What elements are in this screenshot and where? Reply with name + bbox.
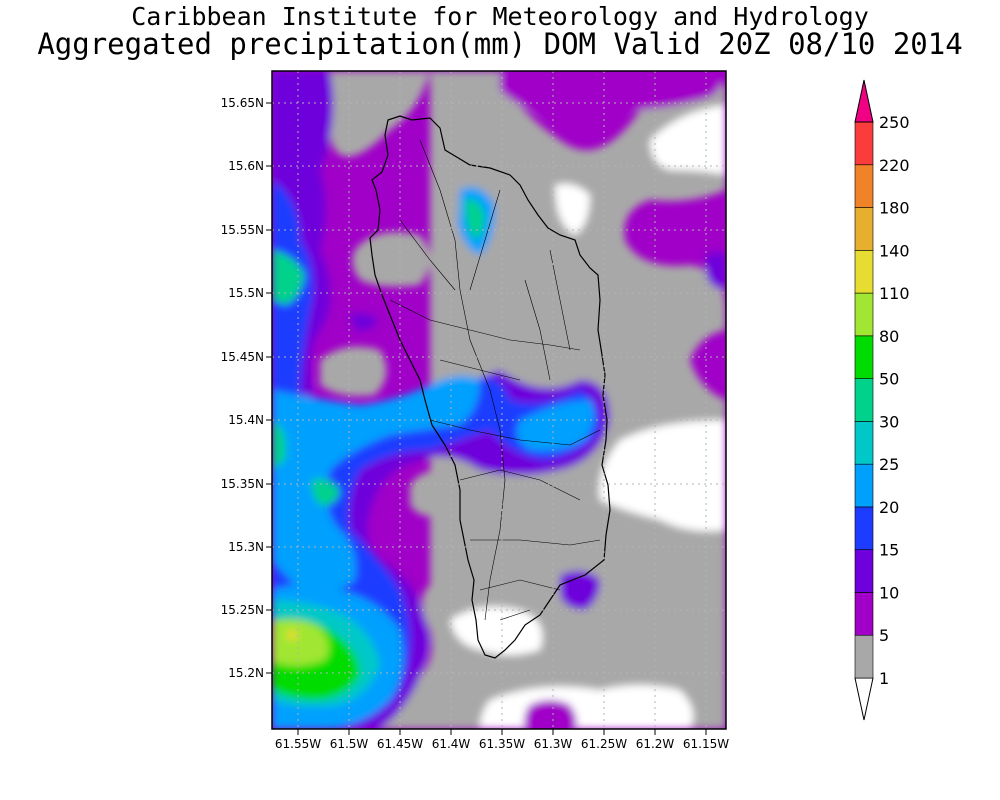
colorbar-label: 180: [879, 199, 910, 218]
chart-subtitle: Aggregated precipitation(mm) DOM Valid 2…: [37, 27, 963, 61]
colorbar-swatch: [854, 292, 874, 337]
lon-label: 61.3W: [534, 737, 573, 751]
lat-label: 15.2N: [228, 666, 264, 680]
colorbar-label: 250: [879, 113, 910, 132]
lat-label: 15.65N: [221, 96, 264, 110]
colorbar-label: 110: [879, 284, 910, 303]
chart-title: Caribbean Institute for Meteorology and …: [131, 2, 869, 31]
lon-label: 61.35W: [479, 737, 525, 751]
lon-labels: 61.55W 61.5W 61.45W 61.4W 61.35W 61.3W 6…: [275, 737, 729, 751]
precipitation-field: [272, 71, 726, 729]
colorbar-swatch: [854, 335, 874, 379]
colorbar-label: 5: [879, 626, 889, 645]
colorbar-label: 10: [879, 583, 899, 602]
colorbar-label: 20: [879, 498, 899, 517]
lat-label: 15.5N: [228, 286, 264, 300]
lat-label: 15.35N: [221, 477, 264, 491]
graticule: [272, 71, 726, 729]
colorbar-label: 50: [879, 370, 899, 389]
lon-ticks: [297, 729, 707, 735]
lat-ticks: [266, 102, 272, 674]
lon-label: 61.4W: [432, 737, 471, 751]
colorbar-swatch: [854, 634, 874, 679]
colorbar-top-triangle: [854, 79, 874, 123]
colorbar-label: 140: [879, 241, 910, 260]
colorbar-label: 80: [879, 327, 899, 346]
lon-label: 61.55W: [275, 737, 321, 751]
lat-label: 15.3N: [228, 540, 264, 554]
colorbar-label: 25: [879, 455, 899, 474]
colorbar-swatch: [854, 378, 874, 422]
lon-label: 61.15W: [683, 737, 729, 751]
lon-label: 61.2W: [636, 737, 675, 751]
lat-label: 15.4N: [228, 413, 264, 427]
lat-label: 15.6N: [228, 159, 264, 173]
map-frame: [271, 70, 727, 730]
colorbar-swatch: [854, 592, 874, 636]
lat-label: 15.55N: [221, 223, 264, 237]
lon-label: 61.5W: [330, 737, 369, 751]
lat-label: 15.25N: [221, 603, 264, 617]
colorbar-label: 220: [879, 156, 910, 175]
lon-label: 61.45W: [377, 737, 423, 751]
colorbar-bottom-triangle: [854, 677, 874, 721]
colorbar-label: 30: [879, 412, 899, 431]
colorbar-swatch: [854, 121, 874, 166]
island-outline: [369, 115, 611, 659]
colorbar-swatch: [854, 549, 874, 593]
lat-label: 15.45N: [221, 350, 264, 364]
colorbar-label: 15: [879, 541, 899, 560]
lon-label: 61.25W: [581, 737, 627, 751]
colorbar-swatch: [854, 506, 874, 550]
lat-labels: 15.65N 15.6N 15.55N 15.5N 15.45N 15.4N 1…: [221, 96, 264, 680]
colorbar-swatch: [854, 463, 874, 508]
colorbar-label: 1: [879, 669, 889, 688]
colorbar-swatch: [854, 164, 874, 208]
colorbar-swatch: [854, 250, 874, 294]
colorbar-swatch: [854, 207, 874, 251]
colorbar-swatch: [854, 421, 874, 465]
